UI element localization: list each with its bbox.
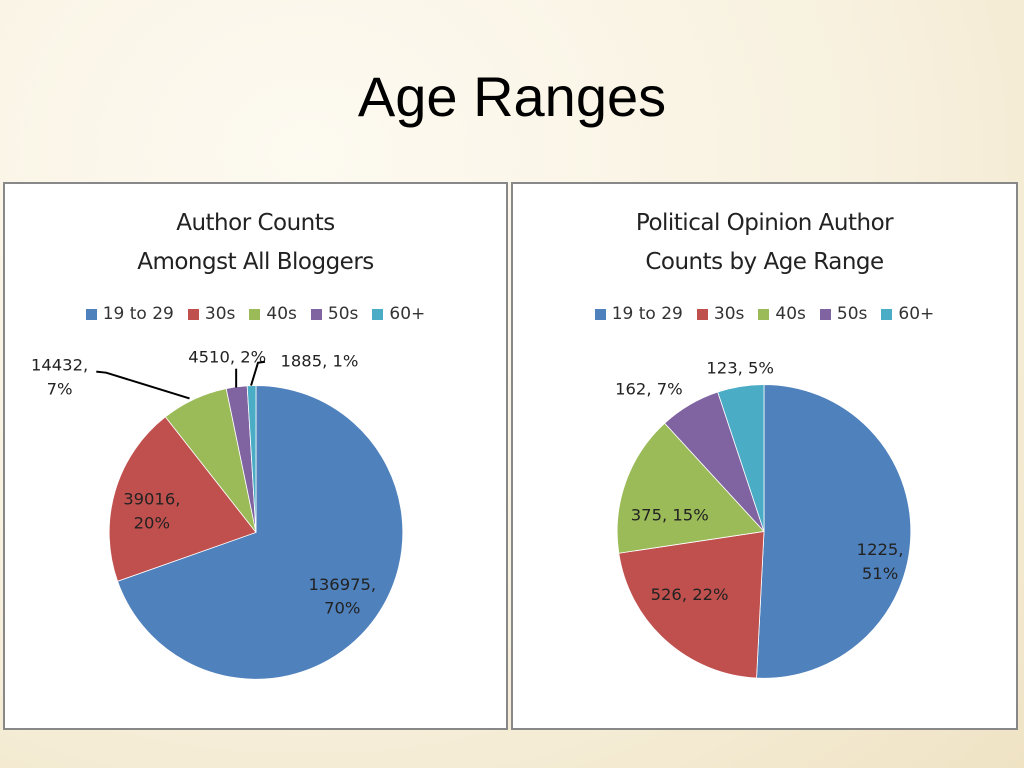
chart-title: Political Opinion Author Counts by Age R… [513,204,1016,282]
data-label-19-to-29: 1225, 51% [857,540,904,583]
legend-item-19-to-29: 19 to 29 [594,304,683,324]
data-label-19-to-29: 136975, 70% [308,575,376,618]
pie-slice-30s [108,416,257,582]
chart-panel-political-opinion: Political Opinion Author Counts by Age R… [511,182,1018,730]
chart-panel-all-bloggers: Author Counts Amongst All Bloggers 19 to… [3,182,508,730]
legend-item-19-to-29: 19 to 29 [85,304,174,324]
legend-label: 30s [204,304,236,324]
legend-swatch [187,308,199,320]
legend-item-30s: 30s [696,304,745,324]
legend-item-60-plus: 60+ [372,304,425,324]
legend-label: 19 to 29 [611,304,683,324]
legend-swatch [758,308,770,320]
legend-label: 19 to 29 [102,304,174,324]
pie-chart-all-bloggers: 136975, 70% 39016, 20% 14432, 7% 4510, 2% 1885,… [31,348,404,680]
legend-label: 50s [327,304,359,324]
legend-swatch [372,308,384,320]
chart-legend: 19 to 29 30s 40s 50s 60+ [5,304,506,324]
chart-title-line-1: Author Counts [176,210,335,236]
pie-slice-19-to-29 [117,385,404,680]
chart-legend: 19 to 29 30s 40s 50s 60+ [513,304,1016,324]
legend-item-30s: 30s [187,304,236,324]
legend-label: 50s [836,304,868,324]
data-label-50s: 162, 7% [615,379,683,398]
data-label-30s: 39016, 20% [123,490,180,533]
legend-item-40s: 40s [758,304,806,324]
data-label-30s: 526, 22% [651,585,729,604]
legend-swatch [85,308,97,320]
slide-title: Age Ranges [357,65,667,128]
leader-line-60-plus [250,360,266,386]
legend-item-50s: 50s [310,304,359,324]
data-label-50s: 4510, 2% [188,348,266,367]
legend-swatch [696,308,708,320]
data-label-40s: 14432, 7% [31,356,88,399]
data-label-40s: 375, 15% [631,505,709,524]
legend-swatch [249,308,261,320]
pie-slice-40s [616,422,765,554]
legend-label: 40s [775,304,806,324]
legend-label: 30s [713,304,745,324]
legend-item-50s: 50s [819,304,868,324]
legend-swatch [819,308,831,320]
chart-title: Author Counts Amongst All Bloggers [5,204,506,282]
legend-item-40s: 40s [249,304,297,324]
pie-slice-60-plus [717,384,765,532]
data-label-60-plus: 123, 5% [706,359,774,378]
pie-chart-political-opinion: 1225, 51% 526, 22% 375, 15% 162, 7% 123, 5% [615,359,912,679]
data-label-60-plus: 1885, 1% [280,352,358,371]
chart-title-line-1: Political Opinion Author [635,210,894,236]
legend-label: 40s [266,304,297,324]
legend-swatch [881,308,893,320]
legend-swatch [310,308,322,320]
leader-line-40s [96,370,190,400]
pie-slice-19-to-29 [756,384,912,679]
pie-slice-30s [618,530,765,679]
legend-swatch [594,308,606,320]
legend-label: 60+ [389,304,426,324]
legend-label: 60+ [898,304,935,324]
chart-title-line-2: Counts by Age Range [645,249,884,275]
legend-item-60-plus: 60+ [881,304,934,324]
chart-title-line-2: Amongst All Bloggers [137,249,374,275]
